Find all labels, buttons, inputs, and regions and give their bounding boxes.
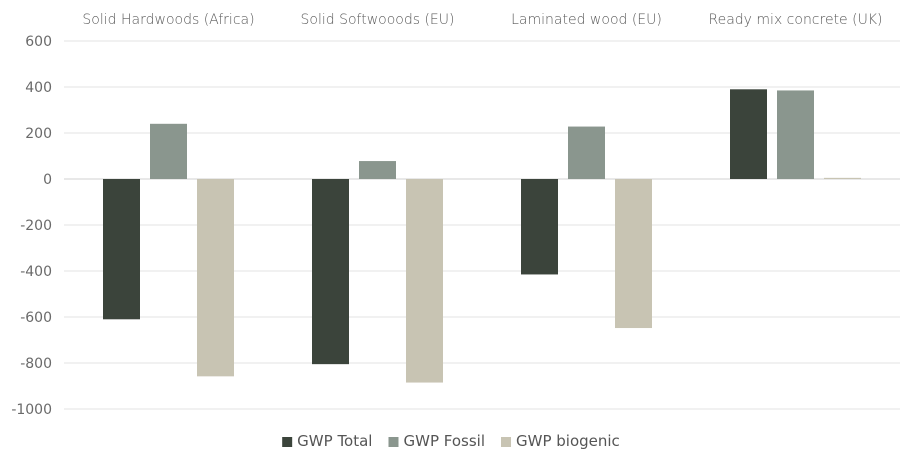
bar-gwp-total	[312, 179, 349, 365]
category-label: Laminated wood (EU)	[511, 12, 662, 28]
category-label: Solid Hardwoods (Africa)	[82, 12, 254, 28]
bar-gwp-fossil	[777, 90, 814, 179]
y-tick-label: -1000	[11, 402, 52, 418]
legend-swatch	[388, 437, 399, 447]
y-tick-label: -200	[20, 218, 52, 234]
bar-gwp-total	[103, 179, 140, 320]
y-axis-ticks: 600 400 200 0 -200 -400 -600 -800 -1000	[11, 34, 52, 418]
bar-gwp-biogenic	[615, 179, 652, 329]
y-tick-label: -400	[20, 264, 52, 280]
bars	[103, 89, 861, 383]
legend: GWP Total GWP Fossil GWP biogenic	[282, 432, 620, 450]
bar-gwp-total	[521, 179, 558, 275]
legend-swatch	[282, 437, 293, 447]
y-tick-label: -600	[20, 310, 52, 326]
y-tick-label: 200	[25, 126, 52, 142]
bar-gwp-fossil	[568, 126, 605, 179]
bar-gwp-biogenic	[197, 179, 234, 377]
legend-entry: GWP biogenic	[516, 432, 620, 450]
legend-entry: GWP Total	[297, 432, 372, 450]
bar-gwp-biogenic	[406, 179, 443, 383]
y-tick-label: 0	[43, 172, 52, 188]
category-labels: Solid Hardwoods (Africa) Solid Softwooods…	[82, 12, 882, 28]
y-tick-label: 400	[25, 80, 52, 96]
bar-gwp-fossil	[150, 123, 187, 179]
category-label: Solid Softwooods (EU)	[301, 12, 455, 28]
bar-gwp-total	[730, 89, 767, 179]
gridlines	[64, 40, 900, 410]
bar-gwp-biogenic	[824, 177, 861, 179]
legend-entry: GWP Fossil	[403, 432, 485, 450]
bar-gwp-fossil	[359, 161, 396, 179]
y-tick-label: -800	[20, 356, 52, 372]
y-tick-label: 600	[25, 34, 52, 50]
legend-swatch	[501, 437, 512, 447]
category-label: Ready mix concrete (UK)	[709, 12, 883, 28]
